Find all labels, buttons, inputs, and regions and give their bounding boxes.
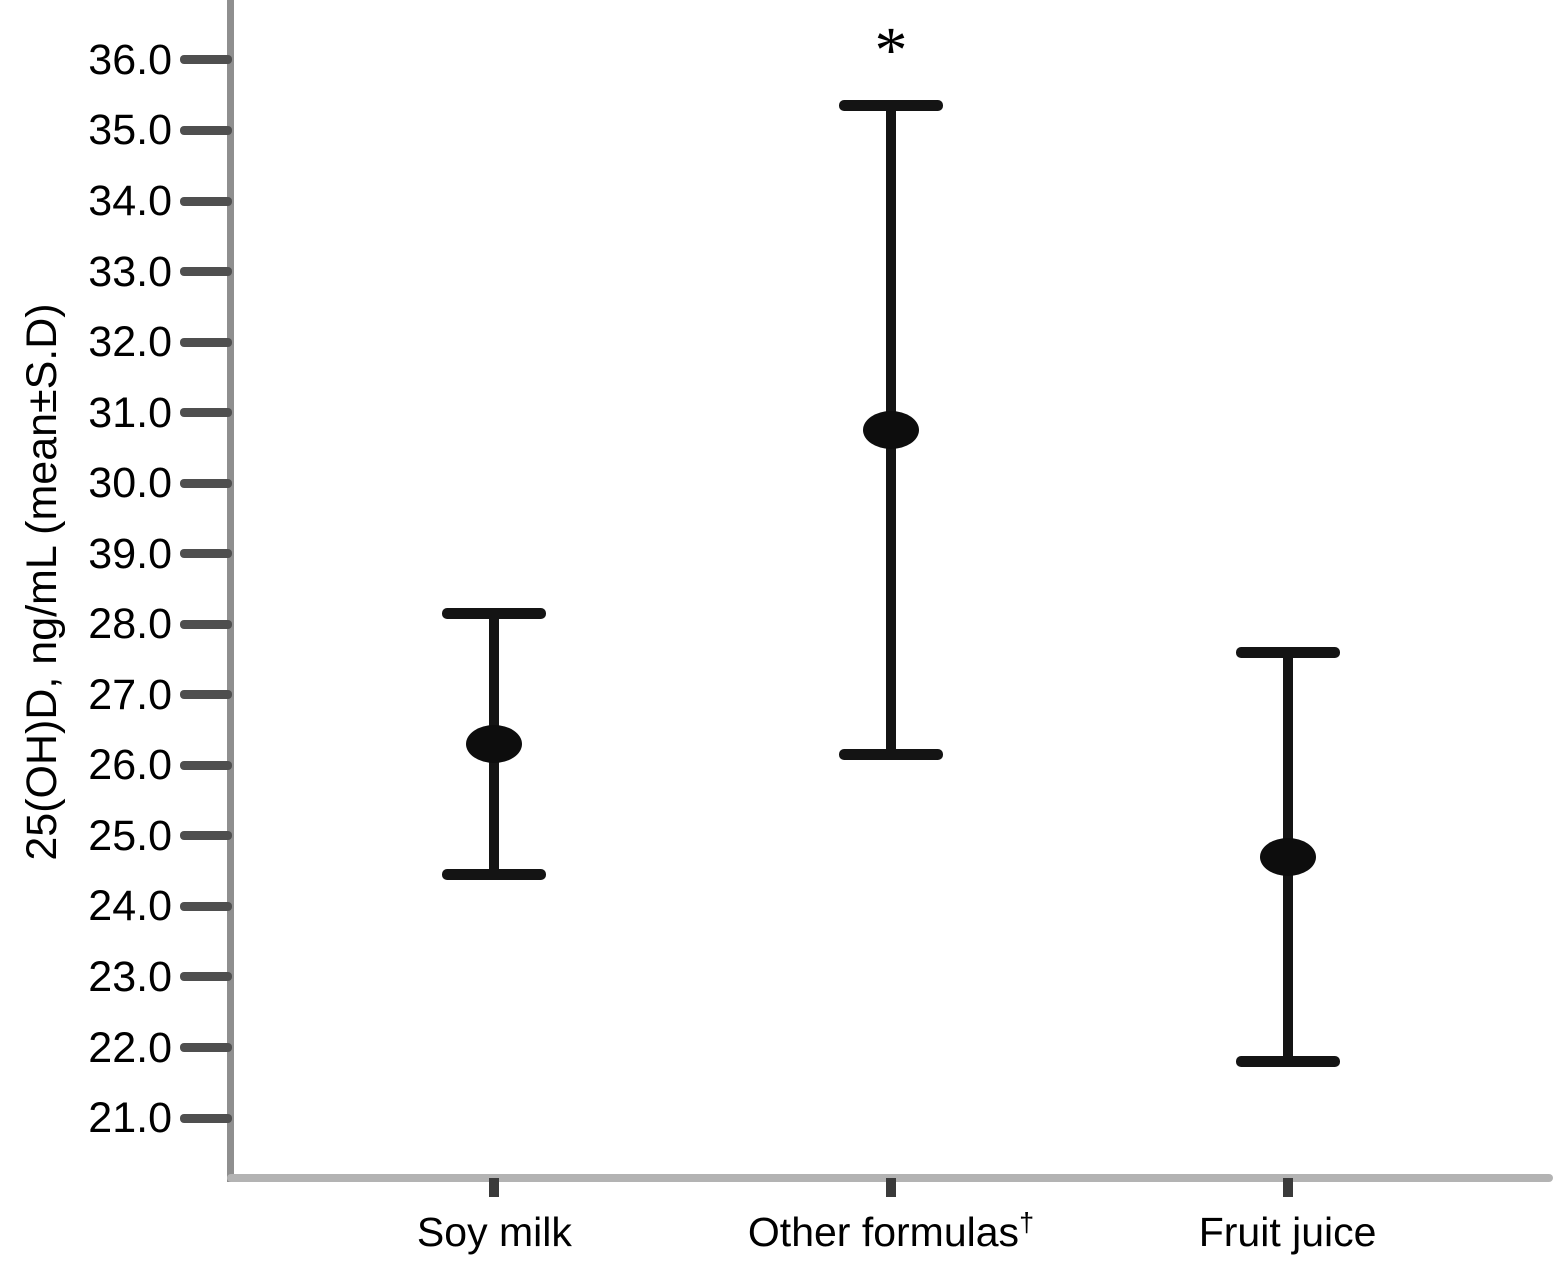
y-tick-label: 31.0 <box>88 388 172 437</box>
mean-dot <box>1259 838 1316 877</box>
y-tick-mark <box>180 760 232 770</box>
y-tick-label: 39.0 <box>88 529 172 578</box>
y-tick-label: 21.0 <box>88 1094 172 1143</box>
y-tick-mark <box>180 408 232 418</box>
mean-dot <box>863 411 919 450</box>
y-tick-label: 23.0 <box>88 952 172 1001</box>
x-tick-mark <box>886 1178 896 1197</box>
significance-asterisk: * <box>874 13 908 87</box>
y-tick-mark <box>180 1043 232 1052</box>
y-tick-label: 32.0 <box>88 318 172 367</box>
category-label: Other formulas† <box>747 1207 1035 1255</box>
error-bar-cap-top <box>839 100 943 112</box>
y-tick-mark <box>180 901 232 911</box>
y-tick-label: 34.0 <box>88 177 172 226</box>
category-label: Soy milk <box>416 1209 572 1255</box>
y-tick-mark <box>180 267 232 277</box>
error-bar-cap-top <box>442 608 547 620</box>
dagger-superscript: † <box>1019 1207 1035 1238</box>
error-bar-cap-bottom <box>442 869 547 881</box>
y-tick-mark <box>180 831 232 841</box>
category-label: Fruit juice <box>1198 1209 1377 1255</box>
y-tick-mark <box>180 549 232 559</box>
y-tick-label: 28.0 <box>88 600 172 649</box>
error-bar-cap-top <box>1235 646 1340 658</box>
y-tick-mark <box>180 196 232 206</box>
y-tick-label: 30.0 <box>88 459 172 508</box>
y-tick-label: 33.0 <box>88 247 172 296</box>
y-axis-line <box>227 0 234 1182</box>
y-tick-label: 26.0 <box>88 741 172 790</box>
y-tick-mark <box>180 55 232 65</box>
y-tick-mark <box>180 1113 232 1123</box>
error-bar-cap-bottom <box>1235 1056 1340 1068</box>
x-tick-mark <box>1282 1178 1293 1197</box>
y-tick-label: 24.0 <box>88 882 172 931</box>
y-tick-mark <box>180 619 232 629</box>
y-tick-mark <box>180 690 232 700</box>
y-tick-mark <box>180 478 232 488</box>
y-tick-label: 25.0 <box>88 811 172 860</box>
x-tick-mark <box>489 1178 500 1197</box>
y-tick-label: 22.0 <box>88 1023 172 1072</box>
mean-dot <box>466 725 523 764</box>
y-tick-mark <box>180 972 232 982</box>
y-tick-label: 35.0 <box>88 106 172 155</box>
y-tick-label: 27.0 <box>88 670 172 719</box>
error-bar-cap-bottom <box>839 749 943 761</box>
y-tick-label: 36.0 <box>88 35 172 84</box>
y-tick-mark <box>180 125 232 135</box>
y-tick-mark <box>180 337 232 347</box>
